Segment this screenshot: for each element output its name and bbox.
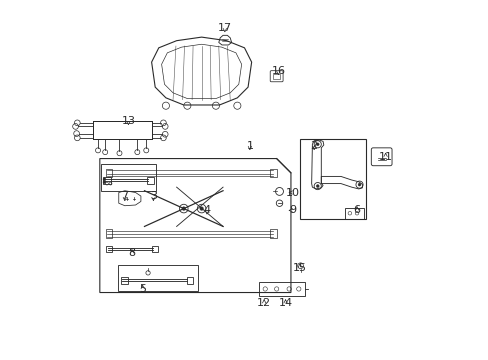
Text: 5: 5 xyxy=(139,284,146,294)
Circle shape xyxy=(103,181,106,184)
Circle shape xyxy=(103,178,106,181)
Bar xyxy=(106,168,112,177)
Bar xyxy=(118,265,198,292)
Bar xyxy=(106,229,112,238)
Bar xyxy=(258,282,305,296)
Bar xyxy=(101,164,156,191)
Bar xyxy=(106,246,111,252)
Bar xyxy=(152,246,158,252)
Bar xyxy=(186,277,193,284)
Bar xyxy=(272,74,279,79)
Circle shape xyxy=(316,185,319,188)
Text: 10: 10 xyxy=(285,188,299,198)
Bar xyxy=(121,277,128,284)
Bar xyxy=(103,177,111,184)
Circle shape xyxy=(182,207,185,210)
Bar xyxy=(270,229,276,238)
Text: 14: 14 xyxy=(278,298,292,308)
Text: 3: 3 xyxy=(150,191,157,201)
Circle shape xyxy=(357,183,360,186)
Text: 17: 17 xyxy=(217,23,231,33)
Text: 7: 7 xyxy=(121,191,128,201)
Text: 8: 8 xyxy=(128,248,135,258)
Text: 16: 16 xyxy=(271,66,285,76)
Circle shape xyxy=(200,207,203,210)
Bar xyxy=(147,177,153,184)
Bar xyxy=(299,139,365,219)
Text: 6: 6 xyxy=(353,205,360,215)
Bar xyxy=(344,208,364,219)
Bar xyxy=(270,168,276,177)
Text: 1: 1 xyxy=(246,141,253,151)
Text: 15: 15 xyxy=(292,262,306,273)
Text: 12: 12 xyxy=(257,298,271,308)
Text: 9: 9 xyxy=(288,205,296,215)
Text: 11: 11 xyxy=(378,152,392,162)
Text: 2: 2 xyxy=(310,141,317,151)
Text: 13: 13 xyxy=(121,116,135,126)
Circle shape xyxy=(316,143,319,146)
Text: 4: 4 xyxy=(203,205,210,215)
